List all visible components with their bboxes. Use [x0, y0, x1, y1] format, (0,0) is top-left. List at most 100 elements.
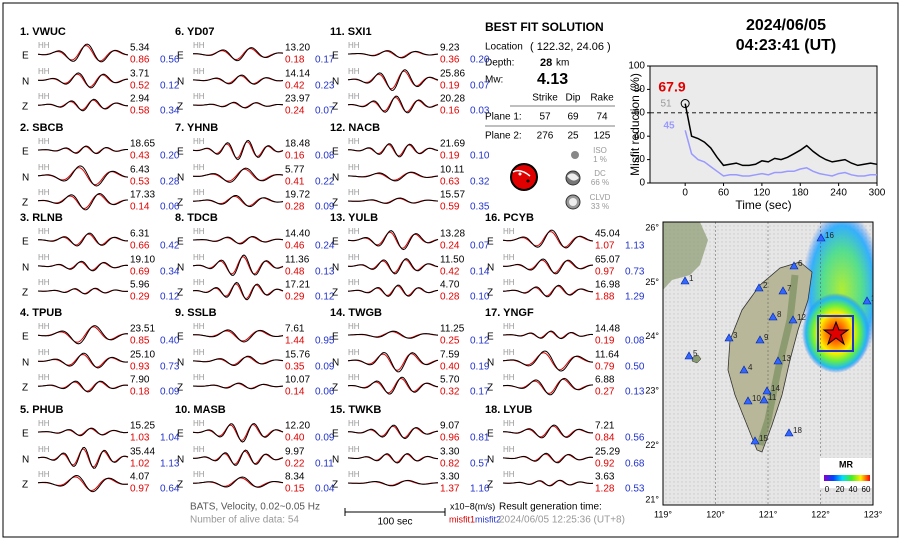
colorbar-label: 40 — [849, 485, 858, 494]
channel: HH — [348, 188, 360, 197]
component: E — [22, 147, 29, 158]
misfit1: 0.29 — [285, 292, 305, 303]
component: N — [332, 263, 339, 274]
amplitude: 14.48 — [595, 324, 620, 335]
misfit2: 0.35 — [470, 202, 490, 213]
misfit1: 0.52 — [130, 81, 150, 92]
x-tick-label: 180 — [792, 188, 809, 199]
waveform-synthetic — [38, 381, 129, 392]
waveform-observed — [192, 139, 284, 161]
waveform-synthetic — [348, 425, 438, 439]
misfit1: 0.53 — [130, 177, 150, 188]
waveform-observed — [193, 74, 284, 85]
amplitude: 19.72 — [285, 190, 310, 201]
misfit1: 0.82 — [440, 459, 460, 470]
misfit1: 1.02 — [130, 459, 150, 470]
channel: HH — [193, 470, 205, 479]
amplitude: 3.30 — [440, 447, 460, 458]
amplitude: 6.31 — [130, 229, 150, 240]
gen-label: Result generation time: — [499, 502, 602, 513]
misfit1: 0.19 — [440, 151, 460, 162]
component: E — [177, 429, 184, 440]
component-pct: 66 % — [591, 178, 609, 187]
station-marker — [789, 261, 799, 270]
misfit2: 0.34 — [160, 106, 180, 117]
misfit1: 0.63 — [440, 177, 460, 188]
station-name: 18. LYUB — [485, 404, 532, 416]
misfit2: 0.06 — [315, 387, 335, 398]
misfit1: 1.37 — [440, 484, 460, 495]
waveform-observed — [502, 350, 594, 372]
x-tick-label: 120 — [754, 188, 771, 199]
channel: HH — [348, 322, 360, 331]
component: N — [487, 358, 494, 369]
component: E — [487, 429, 494, 440]
misfit2: 0.32 — [470, 177, 490, 188]
waveform-observed — [348, 330, 439, 339]
station-label: 9 — [764, 333, 769, 342]
amplitude: 10.11 — [440, 165, 465, 176]
channel: HH — [38, 163, 50, 172]
channel: HH — [193, 92, 205, 101]
waveform-observed — [192, 281, 284, 301]
component: Z — [487, 288, 493, 299]
misfit1: 0.85 — [130, 336, 150, 347]
channel: HH — [348, 41, 360, 50]
mw-label: Mw: — [485, 75, 503, 86]
waveform-observed — [37, 192, 128, 211]
y-tick-label: 0 — [639, 178, 645, 189]
misfit1: 0.93 — [130, 362, 150, 373]
y-tick-label: 60 — [634, 107, 646, 118]
misfit2-key: misfit2 — [475, 514, 501, 524]
misfit1-key: misfit1 — [449, 514, 475, 524]
station-marker — [684, 351, 694, 360]
table-header: Dip — [565, 93, 580, 104]
misfit1: 0.58 — [130, 106, 150, 117]
station-marker — [768, 312, 778, 321]
waveform-observed — [37, 427, 129, 437]
colorbar-label: 20 — [836, 485, 845, 494]
misfit1: 0.40 — [285, 433, 305, 444]
plane-cell: 25 — [567, 131, 579, 142]
station-marker — [788, 315, 798, 324]
channel: HH — [503, 419, 515, 428]
amplitude: 5.96 — [130, 280, 150, 291]
misfit2: 0.17 — [315, 55, 335, 66]
amplitude: 11.50 — [440, 255, 465, 266]
misfit2: 0.64 — [160, 484, 180, 495]
misfit2: 1.29 — [625, 292, 645, 303]
amplitude: 25.29 — [595, 447, 620, 458]
table-header: Rake — [590, 93, 614, 104]
misfit2: 0.08 — [315, 151, 335, 162]
waveform-synthetic — [502, 378, 593, 394]
misfit2: 0.08 — [625, 336, 645, 347]
station-name: 5. PHUB — [20, 404, 63, 416]
misfit2: 0.12 — [160, 81, 180, 92]
misfit2: 0.95 — [315, 336, 335, 347]
station-label: 1 — [689, 274, 694, 283]
annotation: 45 — [663, 121, 675, 132]
misfit2: 0.20 — [160, 151, 180, 162]
misfit2: 0.22 — [315, 177, 335, 188]
misfit2: 0.13 — [315, 267, 335, 278]
location: ( 122.32, 24.06 ) — [530, 41, 611, 53]
plane-cell: Plane 1: — [485, 112, 522, 123]
waveform-observed — [192, 254, 284, 276]
y-tick-label: 20 — [634, 154, 646, 165]
amplitude: 9.23 — [440, 43, 460, 54]
misfit2: 0.28 — [160, 177, 180, 188]
misfit2: 0.56 — [625, 433, 645, 444]
amplitude: 6.88 — [595, 375, 615, 386]
misfit1: 0.48 — [285, 267, 305, 278]
channel: HH — [503, 348, 515, 357]
amplitude: 5.70 — [440, 375, 460, 386]
station-marker — [739, 365, 749, 374]
channel: HH — [503, 373, 515, 382]
misfit2: 0.56 — [160, 55, 180, 66]
channel: HH — [348, 137, 360, 146]
component: N — [332, 358, 339, 369]
component: Z — [332, 102, 338, 113]
component: Z — [332, 383, 338, 394]
station-marker — [724, 333, 734, 342]
lat-label: 25° — [645, 277, 659, 287]
